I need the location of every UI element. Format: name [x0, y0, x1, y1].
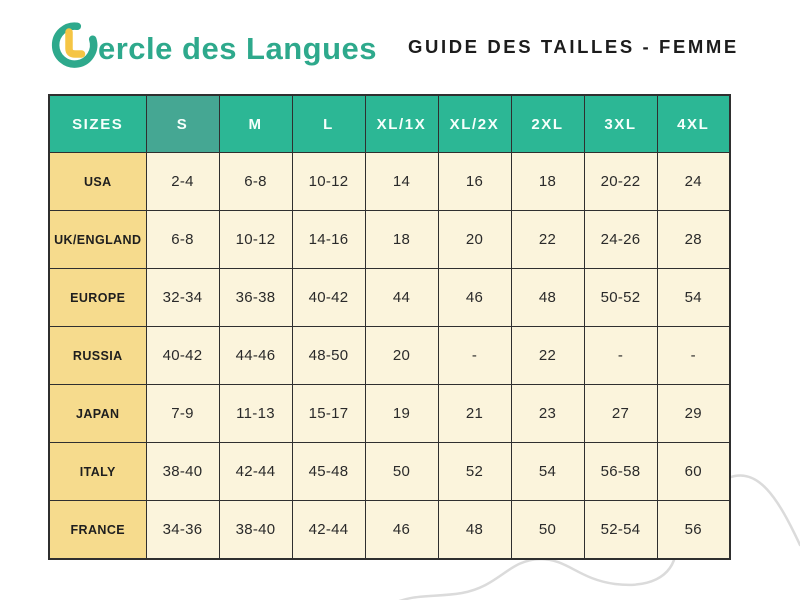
column-header-sizes: SIZES	[48, 94, 147, 153]
page-title: GUIDE DES TAILLES - FEMME	[408, 36, 739, 57]
size-cell: 56	[656, 500, 731, 560]
size-cell: 50	[510, 500, 585, 560]
table-row: JAPAN 7-9 11-13 15-17 19 21 23 27 29	[48, 384, 731, 443]
size-cell: 48	[510, 268, 585, 327]
cercle-des-langues-logo-icon	[51, 22, 98, 68]
size-cell: 52-54	[583, 500, 658, 560]
region-label: FRANCE	[48, 500, 147, 560]
size-cell: 48	[437, 500, 512, 560]
size-cell: 14-16	[291, 210, 366, 269]
size-cell: 36-38	[218, 268, 293, 327]
size-cell: 19	[364, 384, 439, 443]
table-row: RUSSIA 40-42 44-46 48-50 20-22- -	[48, 326, 731, 385]
brand-logo: ercle des Langues	[46, 14, 377, 78]
size-cell: 2-4	[145, 152, 220, 211]
size-cell: 27	[583, 384, 658, 443]
size-cell: 52	[437, 442, 512, 501]
column-header-l: L	[291, 94, 366, 153]
region-label: RUSSIA	[48, 326, 147, 385]
size-cell: -	[583, 326, 658, 385]
size-cell: 50	[364, 442, 439, 501]
size-cell: -	[656, 326, 731, 385]
size-cell: 15-17	[291, 384, 366, 443]
size-cell: 10-12	[291, 152, 366, 211]
size-cell: 44-46	[218, 326, 293, 385]
size-cell: 21	[437, 384, 512, 443]
size-cell: 48-50	[291, 326, 366, 385]
size-cell: 29	[656, 384, 731, 443]
size-cell: 50-52	[583, 268, 658, 327]
brand-wordmark: ercle des Langues	[98, 31, 378, 66]
column-header-s: S	[145, 94, 220, 153]
size-cell: 18	[364, 210, 439, 269]
size-cell: 20-22	[583, 152, 658, 211]
size-cell: 54	[656, 268, 731, 327]
table-row: USA 2-4 6-8 10-12 14 16 18 20-22 24	[48, 152, 731, 211]
size-cell: 40-42	[291, 268, 366, 327]
size-cell: 38-40	[145, 442, 220, 501]
size-cell: 23	[510, 384, 585, 443]
table-row: ITALY 38-40 42-44 45-48 50 52 54 56-58 60	[48, 442, 731, 501]
size-cell: 16	[437, 152, 512, 211]
column-header-2xl: 2XL	[510, 94, 585, 153]
size-cell: 32-34	[145, 268, 220, 327]
size-cell: 24	[656, 152, 731, 211]
size-cell: 45-48	[291, 442, 366, 501]
size-cell: 20	[437, 210, 512, 269]
size-guide-table: SIZES S M L XL/1X XL/2X 2XL 3XL 4XL USA 2-4 6-8 10-…	[48, 94, 731, 560]
size-cell: 6-8	[145, 210, 220, 269]
size-cell: 10-12	[218, 210, 293, 269]
size-cell: 34-36	[145, 500, 220, 560]
size-cell: 44	[364, 268, 439, 327]
column-header-xl-1x: XL/1X	[364, 94, 439, 153]
column-header-xl-2x: XL/2X	[437, 94, 512, 153]
size-cell: 28	[656, 210, 731, 269]
size-cell: 60	[656, 442, 731, 501]
column-header-4xl: 4XL	[656, 94, 731, 153]
size-cell: 22	[510, 326, 585, 385]
size-cell: 14	[364, 152, 439, 211]
table-row: UK/ENGLAND 6-8 10-12 14-16 18 20 22 24-26 28	[48, 210, 731, 269]
size-cell: 7-9	[145, 384, 220, 443]
size-cell: 46	[364, 500, 439, 560]
size-cell: 42-44	[218, 442, 293, 501]
size-cell: 22	[510, 210, 585, 269]
region-label: EUROPE	[48, 268, 147, 327]
region-label: USA	[48, 152, 147, 211]
size-table-container: SIZES S M L XL/1X XL/2X 2XL 3XL 4XL USA 2-4 6-8 10-…	[48, 94, 731, 560]
region-label: ITALY	[48, 442, 147, 501]
size-cell: 40-42	[145, 326, 220, 385]
region-label: UK/ENGLAND	[48, 210, 147, 269]
column-header-3xl: 3XL	[583, 94, 658, 153]
table-row: EUROPE 32-34 36-38 40-42 44 46 48 50-52 54	[48, 268, 731, 327]
size-cell: 6-8	[218, 152, 293, 211]
column-header-m: M	[218, 94, 293, 153]
size-cell: 20	[364, 326, 439, 385]
size-cell: 42-44	[291, 500, 366, 560]
region-label: JAPAN	[48, 384, 147, 443]
size-table-body: USA 2-4 6-8 10-12 14 16 18 20-22 24 UK/ENGLAND 6-8…	[48, 152, 731, 560]
header-row: SIZES S M L XL/1X XL/2X 2XL 3XL 4XL	[48, 94, 731, 153]
size-cell: 46	[437, 268, 512, 327]
size-cell: 54	[510, 442, 585, 501]
size-cell: 24-26	[583, 210, 658, 269]
size-cell: -	[437, 326, 512, 385]
size-cell: 38-40	[218, 500, 293, 560]
size-table-head: SIZES S M L XL/1X XL/2X 2XL 3XL 4XL	[48, 94, 731, 153]
size-cell: 56-58	[583, 442, 658, 501]
table-row: FRANCE 34-36 38-40 42-44 46 48 50 52-54 56	[48, 500, 731, 560]
size-cell: 11-13	[218, 384, 293, 443]
size-cell: 18	[510, 152, 585, 211]
